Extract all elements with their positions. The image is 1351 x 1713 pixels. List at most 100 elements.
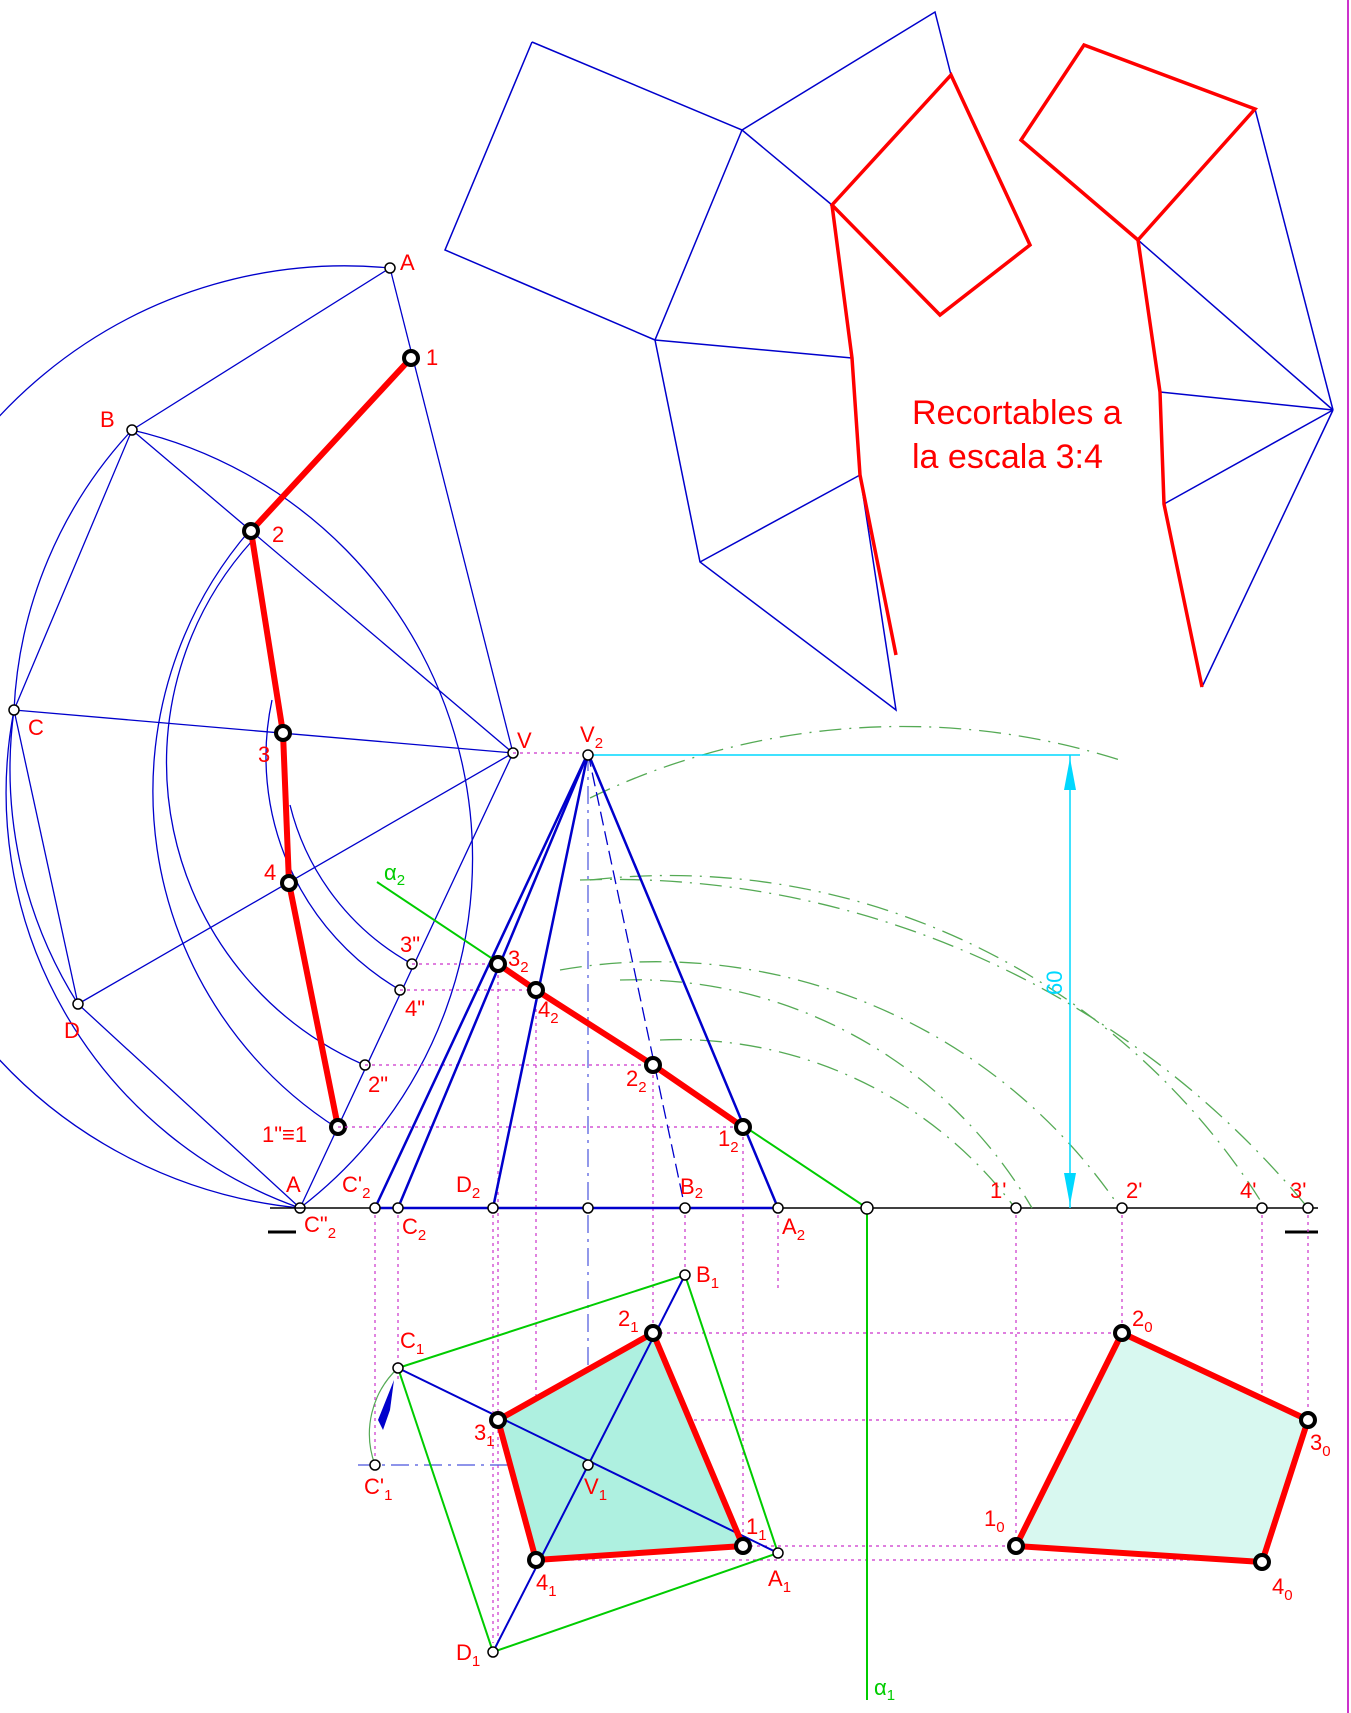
- point-2-prime: [1116, 1202, 1128, 1214]
- dev-label-3dd: 3": [400, 932, 420, 957]
- label-a2: A2: [782, 1214, 805, 1244]
- label-1-2: 12: [718, 1126, 739, 1156]
- point-v1: [582, 1459, 594, 1471]
- label-3-1: 31: [474, 1420, 495, 1450]
- point-c2: [392, 1202, 404, 1214]
- dev-label-4dd: 4": [405, 996, 425, 1021]
- dev-label-1: 1: [426, 345, 438, 370]
- point-1-prime: [1010, 1202, 1022, 1214]
- true-shape-section: [1013, 1330, 1311, 1565]
- dev-label-c: C: [28, 715, 44, 740]
- label-b1: B1: [696, 1262, 719, 1292]
- note-line-2: la escala 3:4: [912, 438, 1103, 476]
- label-alpha1: α1: [874, 1675, 895, 1704]
- dev-point-1: [402, 349, 420, 367]
- label-3-prime: 3': [1290, 1178, 1306, 1203]
- dev-label-d: D: [64, 1018, 80, 1043]
- rotation-arcs: [559, 725, 1309, 1209]
- true-shape-points: [1007, 1324, 1317, 1571]
- dev-label-v: V: [517, 728, 532, 753]
- point-b2: [679, 1202, 691, 1214]
- point-2-0: [1113, 1324, 1131, 1342]
- label-b2: B2: [680, 1174, 703, 1202]
- point-alpha-trace: [860, 1201, 874, 1215]
- point-2-2: [644, 1056, 662, 1074]
- note-line-1: Recortables a: [912, 394, 1122, 432]
- dev-label-b: B: [100, 407, 115, 432]
- plan-section-fill: [498, 1333, 743, 1560]
- point-4-0: [1253, 1553, 1271, 1571]
- point-1-1: [734, 1537, 752, 1555]
- point-3-1: [489, 1411, 507, 1429]
- dev-point-c: [8, 704, 20, 716]
- label-2-2: 22: [626, 1066, 647, 1096]
- elevation-section-line: [496, 961, 745, 1130]
- label-4-0: 40: [1272, 1574, 1293, 1604]
- dev-point-2: [242, 522, 260, 540]
- dev-label-2dd: 2": [368, 1072, 388, 1097]
- label-c1-prime: C'1: [364, 1474, 392, 1504]
- cutout-section-left: [829, 71, 1033, 656]
- cutout-section-right: [1018, 42, 1259, 688]
- label-c1: C1: [400, 1328, 424, 1358]
- dev-point-4: [280, 874, 298, 892]
- plane-alpha: [376, 881, 868, 1700]
- dev-label-a-base: A: [286, 1172, 301, 1197]
- point-4-2: [527, 981, 545, 999]
- label-2-0: 20: [1132, 1306, 1153, 1336]
- point-4-1: [527, 1551, 545, 1569]
- dev-label-2: 2: [272, 522, 284, 547]
- elevation-points: [369, 749, 1314, 1215]
- point-1-0: [1007, 1537, 1025, 1555]
- label-c2-prime: C'2: [342, 1172, 370, 1202]
- point-1-2: [734, 1118, 752, 1136]
- label-v2: V2: [580, 722, 603, 752]
- cutout-net-right: [1137, 108, 1334, 688]
- plan-labels: B1 C1 C'1 V1 A1 D1 21 31 11 41: [364, 1262, 791, 1670]
- point-d2: [487, 1202, 499, 1214]
- label-c2: C2: [402, 1214, 426, 1244]
- label-d1: D1: [456, 1640, 480, 1670]
- point-b1: [679, 1269, 691, 1281]
- dev-label-c2dd: C"2: [304, 1212, 336, 1242]
- label-1-prime: 1': [990, 1178, 1006, 1203]
- dev-label-3: 3: [258, 742, 270, 767]
- point-4-prime: [1256, 1202, 1268, 1214]
- point-c2-prime: [369, 1202, 381, 1214]
- point-a2: [772, 1202, 784, 1214]
- dev-point-b: [126, 424, 138, 436]
- development-labels: A B C D V 1 2 3 4 3" 4" 2" 1"≡1 A C"2: [28, 250, 532, 1242]
- dev-point-a: [384, 262, 396, 274]
- label-d2: D2: [456, 1172, 480, 1202]
- elevation-labels: V2 C'2 C2 D2 B2 A2 32 42 22 12 1' 2' 4' …: [342, 722, 1306, 1244]
- point-c1-prime: [369, 1459, 381, 1471]
- development-points: [8, 262, 519, 1214]
- true-shape-labels: 10 20 30 40: [984, 1306, 1331, 1604]
- label-1-0: 10: [984, 1506, 1005, 1536]
- label-3-0: 30: [1310, 1430, 1331, 1460]
- c1-rotation-arc: [368, 1367, 399, 1466]
- cutout-net-left: [444, 10, 952, 712]
- dev-label-4: 4: [264, 860, 276, 885]
- label-4-1: 41: [536, 1570, 557, 1600]
- point-d1: [487, 1646, 499, 1658]
- label-4-2: 42: [538, 997, 559, 1027]
- dev-label-1dd: 1"≡1: [262, 1122, 307, 1147]
- point-a1: [772, 1547, 784, 1559]
- label-alpha2: α2: [384, 860, 405, 889]
- point-base-center: [582, 1202, 594, 1214]
- dev-point-d: [72, 998, 84, 1010]
- label-2-prime: 2': [1126, 1178, 1142, 1203]
- label-a1: A1: [768, 1566, 791, 1596]
- point-3-2: [489, 955, 507, 973]
- label-1-1: 11: [746, 1514, 767, 1544]
- label-v1: V1: [584, 1474, 607, 1504]
- height-dimension-value: 60: [1042, 971, 1067, 995]
- dev-point-3: [274, 724, 292, 742]
- plan-points: [369, 1269, 784, 1658]
- point-v2: [582, 749, 594, 761]
- label-2-1: 21: [618, 1306, 639, 1336]
- point-3-prime: [1302, 1202, 1314, 1214]
